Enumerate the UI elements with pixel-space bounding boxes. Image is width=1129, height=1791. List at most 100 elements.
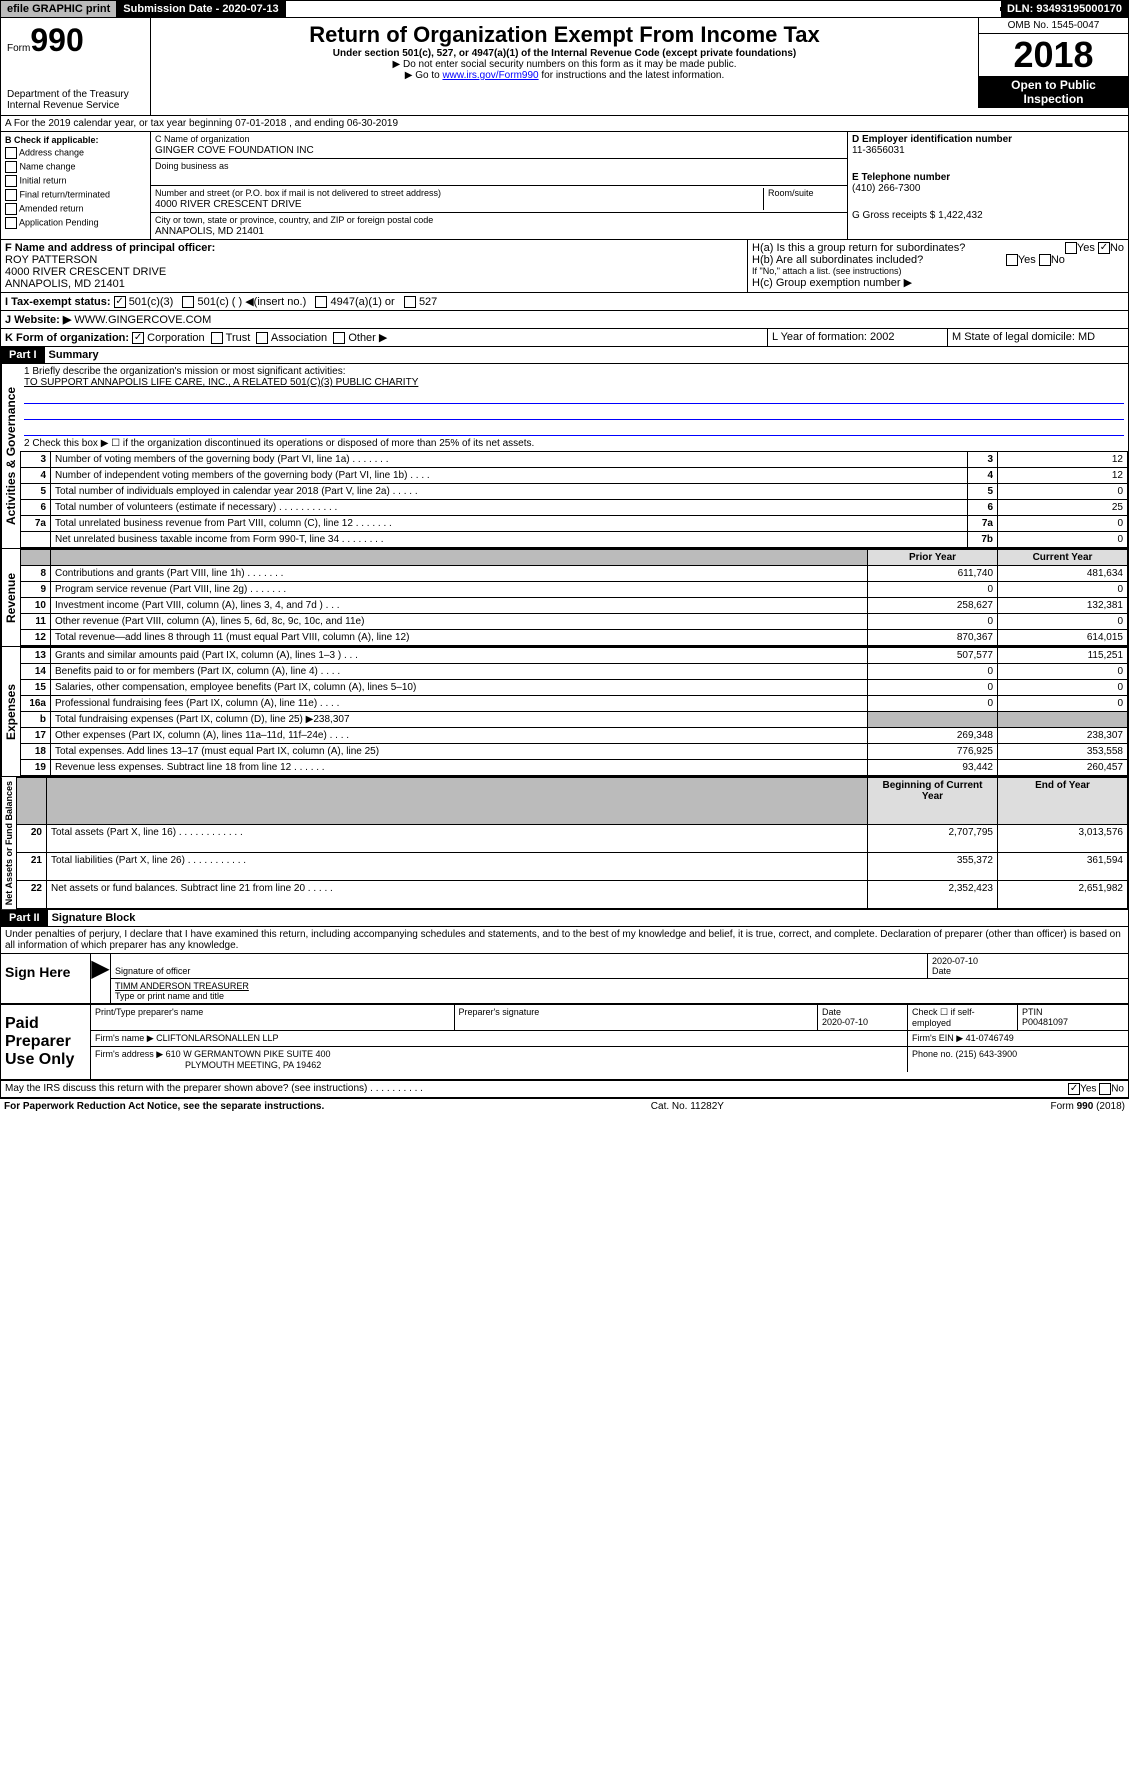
line-desc: Salaries, other compensation, employee b… bbox=[51, 680, 868, 696]
line-desc: Benefits paid to or for members (Part IX… bbox=[51, 664, 868, 680]
section-c: C Name of organizationGINGER COVE FOUNDA… bbox=[151, 132, 848, 239]
prior-val bbox=[868, 712, 998, 728]
vert-net: Net Assets or Fund Balances bbox=[1, 777, 16, 909]
line-desc: Total expenses. Add lines 13–17 (must eq… bbox=[51, 744, 868, 760]
tax-year: 2018 bbox=[979, 34, 1128, 76]
current-val: 3,013,576 bbox=[998, 825, 1128, 853]
line-desc: Revenue less expenses. Subtract line 18 … bbox=[51, 760, 868, 776]
note2: ▶ Go to www.irs.gov/Form990 for instruct… bbox=[155, 70, 974, 81]
q1: 1 Briefly describe the organization's mi… bbox=[24, 366, 1124, 377]
b-item: Final return/terminated bbox=[5, 188, 146, 202]
b-item: Initial return bbox=[5, 174, 146, 188]
section-l: L Year of formation: 2002 bbox=[768, 329, 948, 346]
line-desc: Number of voting members of the governin… bbox=[51, 452, 968, 468]
city: ANNAPOLIS, MD 21401 bbox=[155, 226, 264, 237]
line-val: 25 bbox=[998, 500, 1128, 516]
governance-table: 3Number of voting members of the governi… bbox=[20, 451, 1128, 548]
line-num: 4 bbox=[21, 468, 51, 484]
current-val: 115,251 bbox=[998, 648, 1128, 664]
sections-deg: D Employer identification number 11-3656… bbox=[848, 132, 1128, 239]
line-desc: Professional fundraising fees (Part IX, … bbox=[51, 696, 868, 712]
col-prior: Prior Year bbox=[868, 550, 998, 566]
prior-val: 0 bbox=[868, 664, 998, 680]
form-prefix: Form bbox=[7, 43, 30, 54]
line-num: 10 bbox=[21, 598, 51, 614]
prior-val: 0 bbox=[868, 614, 998, 630]
line-val: 0 bbox=[998, 532, 1128, 548]
hb-label: H(b) Are all subordinates included? bbox=[752, 254, 923, 266]
vert-expenses: Expenses bbox=[1, 647, 20, 776]
line-val: 12 bbox=[998, 452, 1128, 468]
prior-val: 776,925 bbox=[868, 744, 998, 760]
line-num: 11 bbox=[21, 614, 51, 630]
section-h: H(a) Is this a group return for subordin… bbox=[748, 240, 1128, 292]
line-desc: Net assets or fund balances. Subtract li… bbox=[47, 881, 868, 909]
vert-governance: Activities & Governance bbox=[1, 364, 20, 548]
officer-name: ROY PATTERSON bbox=[5, 254, 97, 266]
q2: 2 Check this box ▶ ☐ if the organization… bbox=[24, 438, 1124, 449]
line-desc: Total unrelated business revenue from Pa… bbox=[51, 516, 968, 532]
line-box: 3 bbox=[968, 452, 998, 468]
sections-klm: K Form of organization: ✓ Corporation Tr… bbox=[0, 329, 1129, 347]
line-num: 3 bbox=[21, 452, 51, 468]
line-num: 7a bbox=[21, 516, 51, 532]
line-num: 8 bbox=[21, 566, 51, 582]
part1-revenue: Revenue Prior YearCurrent Year 8Contribut… bbox=[0, 549, 1129, 647]
paid-prep: Paid Preparer Use Only bbox=[1, 1005, 91, 1079]
sections-f-h: F Name and address of principal officer:… bbox=[0, 240, 1129, 293]
phone: (410) 266-7300 bbox=[852, 183, 1124, 194]
line-num: 14 bbox=[21, 664, 51, 680]
section-i: I Tax-exempt status: ✓ 501(c)(3) 501(c) … bbox=[0, 293, 1129, 311]
line-desc: Investment income (Part VIII, column (A)… bbox=[51, 598, 868, 614]
line-num: b bbox=[21, 712, 51, 728]
irs-link[interactable]: www.irs.gov/Form990 bbox=[442, 70, 538, 81]
c-name-label: C Name of organization bbox=[155, 134, 250, 144]
line-desc: Total number of individuals employed in … bbox=[51, 484, 968, 500]
current-val: 0 bbox=[998, 696, 1128, 712]
b-item: Amended return bbox=[5, 202, 146, 216]
submission-date: Submission Date - 2020-07-13 bbox=[117, 1, 285, 17]
discuss-row: May the IRS discuss this return with the… bbox=[0, 1081, 1129, 1098]
prior-val: 507,577 bbox=[868, 648, 998, 664]
dln: DLN: 93493195000170 bbox=[1001, 1, 1128, 17]
dept: Department of the Treasury Internal Reve… bbox=[7, 89, 144, 111]
f-label: F Name and address of principal officer: bbox=[5, 242, 215, 254]
city-label: City or town, state or province, country… bbox=[155, 215, 433, 225]
current-val: 0 bbox=[998, 582, 1128, 598]
form-number-block: Form990 Department of the Treasury Inter… bbox=[1, 18, 151, 115]
prior-val: 0 bbox=[868, 680, 998, 696]
current-val: 238,307 bbox=[998, 728, 1128, 744]
line-num: 19 bbox=[21, 760, 51, 776]
section-f: F Name and address of principal officer:… bbox=[1, 240, 748, 292]
prior-val: 269,348 bbox=[868, 728, 998, 744]
line-num: 22 bbox=[17, 881, 47, 909]
line-num: 6 bbox=[21, 500, 51, 516]
line-box: 4 bbox=[968, 468, 998, 484]
line-desc: Total assets (Part X, line 16) . . . . .… bbox=[47, 825, 868, 853]
form-header: Form990 Department of the Treasury Inter… bbox=[0, 18, 1129, 116]
prior-val: 355,372 bbox=[868, 853, 998, 881]
top-bar: efile GRAPHIC print Submission Date - 20… bbox=[0, 0, 1129, 18]
current-val: 132,381 bbox=[998, 598, 1128, 614]
current-val: 0 bbox=[998, 614, 1128, 630]
line-desc: Other revenue (Part VIII, column (A), li… bbox=[51, 614, 868, 630]
prior-val: 258,627 bbox=[868, 598, 998, 614]
line-box: 7a bbox=[968, 516, 998, 532]
officer-city: ANNAPOLIS, MD 21401 bbox=[5, 278, 125, 290]
prior-val: 2,352,423 bbox=[868, 881, 998, 909]
addr-label: Number and street (or P.O. box if mail i… bbox=[155, 188, 441, 198]
line-box: 7b bbox=[968, 532, 998, 548]
website: WWW.GINGERCOVE.COM bbox=[74, 314, 211, 326]
vert-revenue: Revenue bbox=[1, 549, 20, 646]
line-desc: Number of independent voting members of … bbox=[51, 468, 968, 484]
perjury: Under penalties of perjury, I declare th… bbox=[0, 927, 1129, 954]
line-desc: Contributions and grants (Part VIII, lin… bbox=[51, 566, 868, 582]
address: 4000 RIVER CRESCENT DRIVE bbox=[155, 199, 302, 210]
sign-here-block: Sign Here ▶ Signature of officer 2020-07… bbox=[0, 954, 1129, 1005]
prior-val: 2,707,795 bbox=[868, 825, 998, 853]
col-current: Current Year bbox=[998, 550, 1128, 566]
col-current: End of Year bbox=[998, 778, 1128, 825]
part1-governance: Activities & Governance 1 Briefly descri… bbox=[0, 364, 1129, 549]
section-a: A For the 2019 calendar year, or tax yea… bbox=[0, 116, 1129, 132]
d-label: D Employer identification number bbox=[852, 134, 1124, 145]
